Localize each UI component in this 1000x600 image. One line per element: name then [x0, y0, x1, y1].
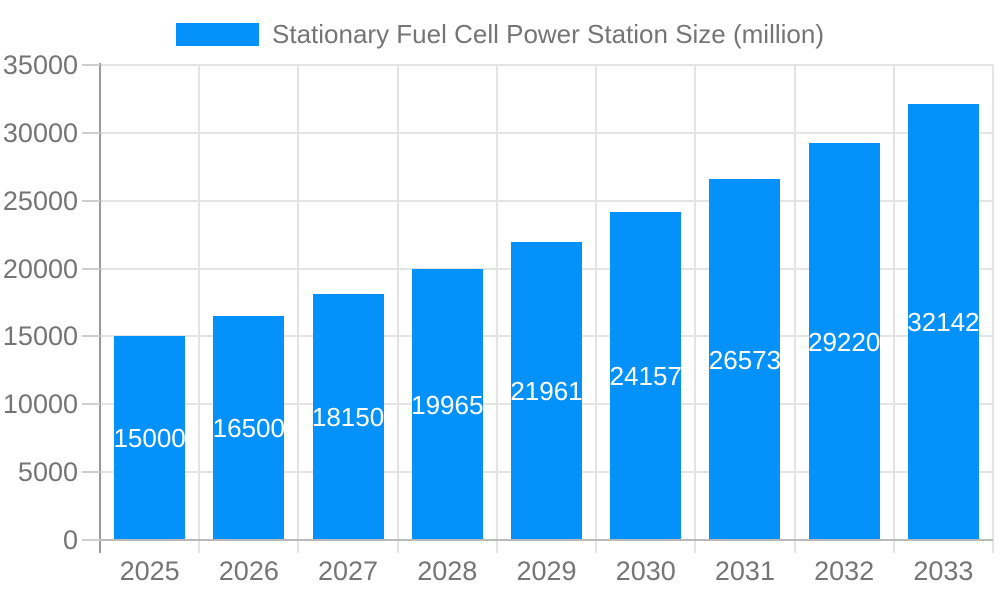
gridline-vertical: [198, 65, 201, 553]
gridline-vertical: [992, 65, 994, 553]
y-axis-label: 30000: [2, 117, 78, 148]
gridline-vertical: [793, 65, 796, 553]
gridline-vertical: [892, 65, 895, 553]
y-axis-label: 10000: [2, 389, 78, 420]
bar-value-label: 32142: [907, 306, 980, 337]
y-axis-tick: [82, 335, 100, 338]
bar-value-label: 26573: [708, 344, 782, 375]
x-axis-label: 2027: [318, 556, 379, 586]
bar-value-label: 19965: [411, 389, 484, 420]
x-axis-label: 2028: [417, 556, 478, 586]
y-axis-tick: [82, 471, 100, 474]
y-axis-tick: [82, 267, 100, 270]
bar[interactable]: [312, 293, 384, 540]
bar[interactable]: [709, 179, 781, 540]
x-axis-label: 2031: [714, 556, 775, 586]
bar[interactable]: [114, 336, 186, 540]
y-axis-label: 15000: [2, 321, 78, 352]
bar-value-label: 29220: [808, 326, 881, 357]
bar[interactable]: [907, 103, 979, 540]
legend-label: Stationary Fuel Cell Power Station Size …: [272, 18, 824, 49]
legend-swatch-icon[interactable]: [176, 22, 259, 46]
gridline-vertical: [595, 65, 598, 553]
gridline-horizontal: [100, 131, 993, 134]
y-axis-tick: [82, 131, 100, 134]
bar-value-label: 24157: [609, 361, 682, 392]
y-axis-label: 20000: [2, 253, 78, 284]
y-axis-tick: [82, 199, 100, 202]
x-axis-label: 2026: [218, 556, 279, 586]
y-axis-tick: [82, 539, 100, 541]
y-axis-tick: [82, 64, 100, 66]
x-axis-label: 2033: [913, 556, 974, 586]
gridline-vertical: [396, 65, 399, 553]
bar[interactable]: [411, 269, 483, 540]
x-axis-label: 2025: [119, 556, 180, 586]
x-axis-label: 2030: [615, 556, 676, 586]
bar-value-label: 18150: [311, 401, 385, 432]
bar-value-label: 15000: [113, 423, 186, 454]
x-axis-label: 2032: [814, 556, 875, 586]
y-axis-label: 0: [62, 525, 78, 555]
bar-value-label: 16500: [212, 413, 285, 444]
y-axis-line: [99, 63, 101, 553]
bar[interactable]: [511, 241, 582, 540]
y-axis-tick: [82, 403, 100, 406]
y-axis-label: 5000: [17, 457, 78, 488]
legend[interactable]: Stationary Fuel Cell Power Station Size …: [0, 19, 1000, 49]
gridline-vertical: [694, 65, 697, 553]
x-axis-line: [100, 539, 993, 541]
bar[interactable]: [213, 316, 285, 540]
bar-value-label: 21961: [510, 375, 583, 406]
gridline-vertical: [297, 65, 300, 553]
gridline-horizontal: [100, 199, 993, 202]
y-axis-label: 35000: [2, 50, 78, 80]
bar[interactable]: [610, 212, 682, 540]
gridline-vertical: [495, 65, 498, 553]
x-axis-label: 2029: [516, 556, 577, 586]
bar[interactable]: [808, 143, 880, 540]
gridline-horizontal: [100, 64, 993, 66]
y-axis-label: 25000: [2, 185, 78, 216]
